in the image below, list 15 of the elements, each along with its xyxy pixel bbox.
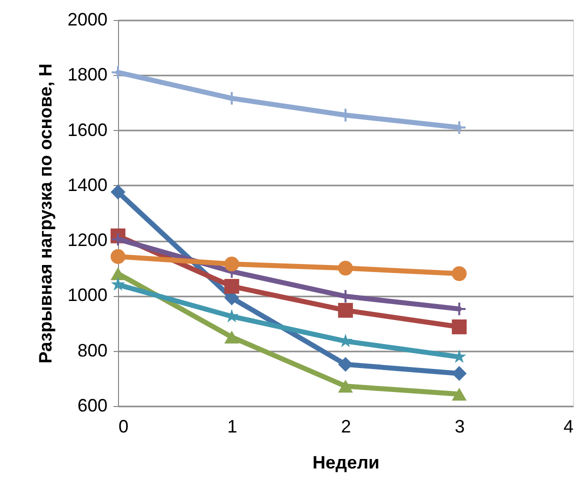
y-axis-title: Разрывная нагрузка по основе, Н bbox=[35, 64, 56, 364]
y-tick-label: 1800 bbox=[67, 64, 108, 85]
y-tick-label: 600 bbox=[77, 396, 108, 416]
y-tick-label: 1000 bbox=[67, 285, 108, 306]
x-tick-label: 4 bbox=[563, 416, 574, 436]
y-tick-label: 1200 bbox=[67, 230, 108, 250]
y-tick-label: 2000 bbox=[67, 10, 108, 30]
y-tick-label: 1400 bbox=[67, 174, 108, 195]
y-tick-label: 1600 bbox=[67, 120, 108, 140]
x-tick-label: 0 bbox=[118, 416, 129, 436]
y-tick-label: 800 bbox=[77, 340, 108, 360]
x-tick-label: 3 bbox=[454, 416, 465, 436]
x-tick-label: 2 bbox=[340, 416, 352, 436]
x-axis-title: Недели bbox=[312, 452, 380, 472]
x-tick-label: 1 bbox=[227, 416, 238, 436]
